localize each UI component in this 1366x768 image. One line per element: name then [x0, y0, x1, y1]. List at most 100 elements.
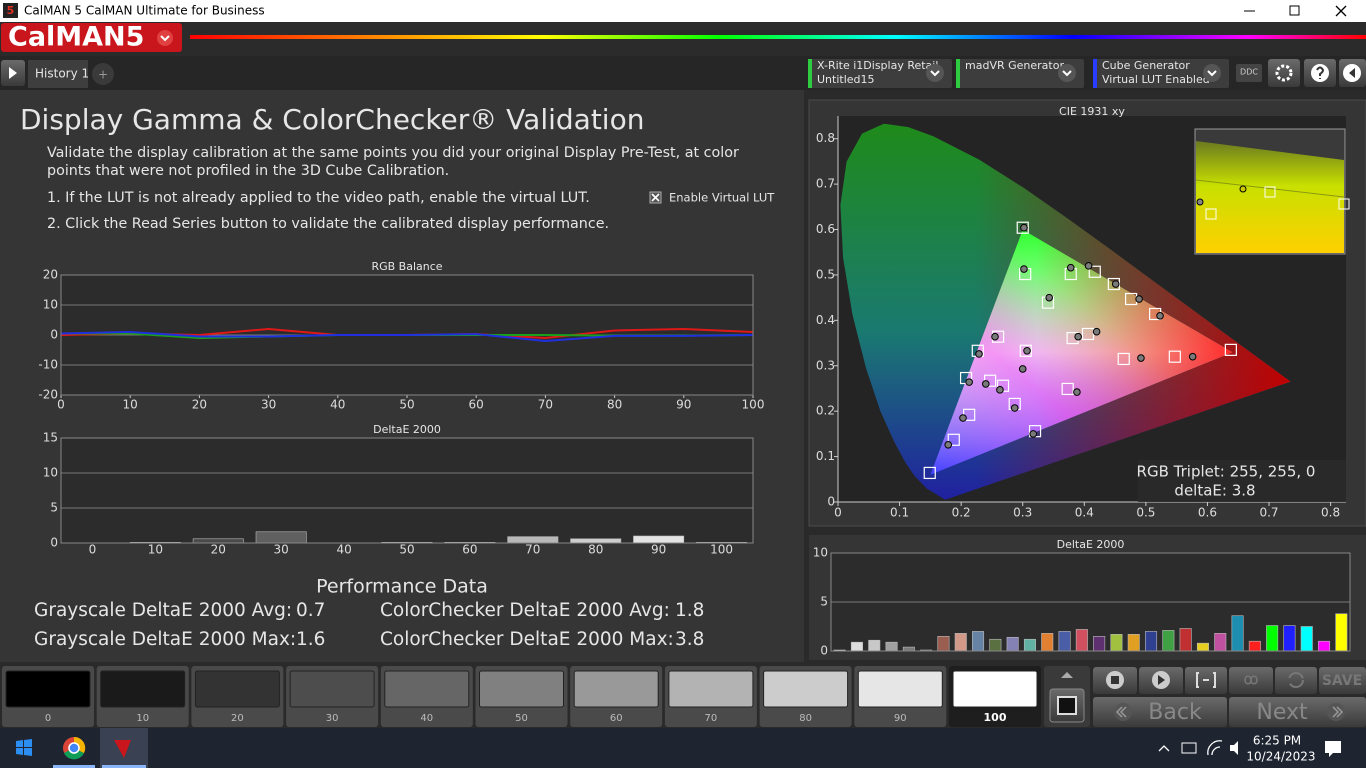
settings-button[interactable]	[1268, 59, 1300, 87]
app-icon	[3, 3, 18, 18]
back-icon	[1114, 703, 1132, 721]
back-arrows	[1115, 706, 1127, 718]
device-box[interactable]	[956, 59, 1084, 88]
bar	[1266, 625, 1279, 652]
zoom-inset-target	[1338, 198, 1350, 210]
y-tick-label: 15	[43, 431, 58, 445]
device-box[interactable]	[1093, 59, 1229, 88]
scroll-up[interactable]	[1061, 672, 1073, 678]
bar	[1335, 613, 1348, 652]
app-icon-text: 5	[7, 4, 15, 17]
device-name: X-Rite i1Display Retail	[817, 59, 938, 72]
add-tab-button[interactable]	[92, 63, 114, 85]
start-button[interactable]	[16, 739, 32, 756]
readout-triplet: RGB Triplet: 255, 255, 0	[1137, 463, 1316, 481]
x-tick-label: 0.1	[890, 506, 909, 520]
x-tick-label: 0.4	[1075, 506, 1094, 520]
series-line	[60, 330, 754, 343]
bar	[1248, 640, 1261, 652]
x-tick-label: 100	[710, 543, 733, 557]
x-tick-label: 90	[676, 398, 691, 412]
tray-battery[interactable]	[1181, 742, 1197, 754]
x-tick-label: 0	[89, 543, 97, 557]
measured-point	[975, 350, 983, 358]
logo[interactable]	[1, 23, 182, 52]
device-box[interactable]	[808, 59, 952, 88]
collapse-arrow	[1349, 68, 1355, 78]
bar	[1283, 625, 1296, 652]
clock-date[interactable]: 10/24/2023	[1246, 750, 1315, 764]
y-tick-label: 0	[827, 495, 835, 509]
bar	[1179, 628, 1192, 652]
intro-line: points that were not profiled in the 3D …	[47, 163, 449, 179]
ddc-button[interactable]	[1236, 64, 1262, 82]
device-menu	[1058, 64, 1076, 82]
x-tick-label: 0	[834, 506, 842, 520]
measured-point	[1010, 404, 1019, 412]
x-tick-label: 40	[336, 543, 351, 557]
swatch-color	[857, 670, 943, 708]
plot-frame	[60, 274, 754, 396]
x-tick-label: 70	[538, 398, 553, 412]
x-tick-label: 60	[469, 398, 484, 412]
chart-title: DeltaE 2000	[1057, 538, 1125, 551]
stop-icon	[1111, 676, 1119, 684]
bar	[850, 641, 863, 652]
device-status	[956, 59, 960, 88]
help-icon-mark	[1316, 66, 1325, 79]
bar	[885, 641, 898, 652]
swatch-label: 10	[136, 713, 149, 724]
save-label: SAVE	[1322, 673, 1362, 689]
x-tick-label: 70	[525, 543, 540, 557]
close-button[interactable]	[1335, 5, 1347, 17]
intro-line: Validate the display calibration at the …	[47, 145, 739, 161]
logo-menu[interactable]	[157, 30, 173, 46]
measured-point	[1029, 430, 1037, 438]
swatch-color	[479, 670, 564, 708]
metric-label: Grayscale DeltaE 2000 Avg:	[34, 600, 292, 621]
tray-wifi[interactable]	[1207, 740, 1223, 756]
chart-title: CIE 1931 xy	[1059, 105, 1125, 118]
save-button[interactable]	[1319, 667, 1366, 694]
x-tick-label: 0.7	[1259, 506, 1278, 520]
zoom-inset-point	[1196, 198, 1204, 206]
x-tick-label: 50	[399, 543, 414, 557]
bar	[1145, 631, 1158, 652]
target-point	[1061, 382, 1074, 396]
device-menu	[926, 64, 944, 82]
y-tick-label: -10	[38, 358, 58, 372]
y-tick-label: 0.1	[816, 449, 835, 463]
swatch-label: 30	[326, 713, 339, 724]
windows-logo	[16, 739, 32, 756]
metric-value: 0.7	[296, 600, 325, 621]
window-title: CalMAN 5 CalMAN Ultimate for Business	[24, 4, 265, 18]
performance-title: Performance Data	[316, 576, 488, 598]
tray-volume[interactable]	[1230, 741, 1238, 755]
checkbox-check	[651, 193, 660, 202]
clock-time[interactable]: 6:25 PM	[1253, 734, 1301, 748]
measured-point	[1020, 265, 1028, 273]
y-tick-label: 0	[820, 644, 828, 658]
swatch-label: 100	[984, 711, 1007, 724]
swatch-color	[384, 670, 470, 708]
y-tick-label: 0.6	[816, 222, 835, 236]
refresh-button[interactable]	[1275, 667, 1317, 694]
measured-point	[981, 380, 990, 388]
tab[interactable]	[28, 60, 88, 88]
device-menu-arrow	[930, 70, 940, 77]
restore-button[interactable]	[1289, 5, 1300, 16]
settings-icon	[1275, 64, 1293, 82]
plot-bg	[61, 438, 753, 543]
x-tick-label: 60	[462, 543, 477, 557]
device-name: Cube Generator	[1102, 59, 1190, 72]
y-tick-label: 5	[820, 595, 828, 609]
measured-point	[1023, 346, 1031, 355]
bar	[954, 633, 967, 652]
swatch-label: 80	[799, 713, 812, 724]
x-tick-label: 0.6	[1198, 506, 1217, 520]
tray-expand[interactable]	[1158, 745, 1170, 752]
app-indicator	[102, 765, 146, 768]
notifications[interactable]	[1325, 741, 1341, 757]
